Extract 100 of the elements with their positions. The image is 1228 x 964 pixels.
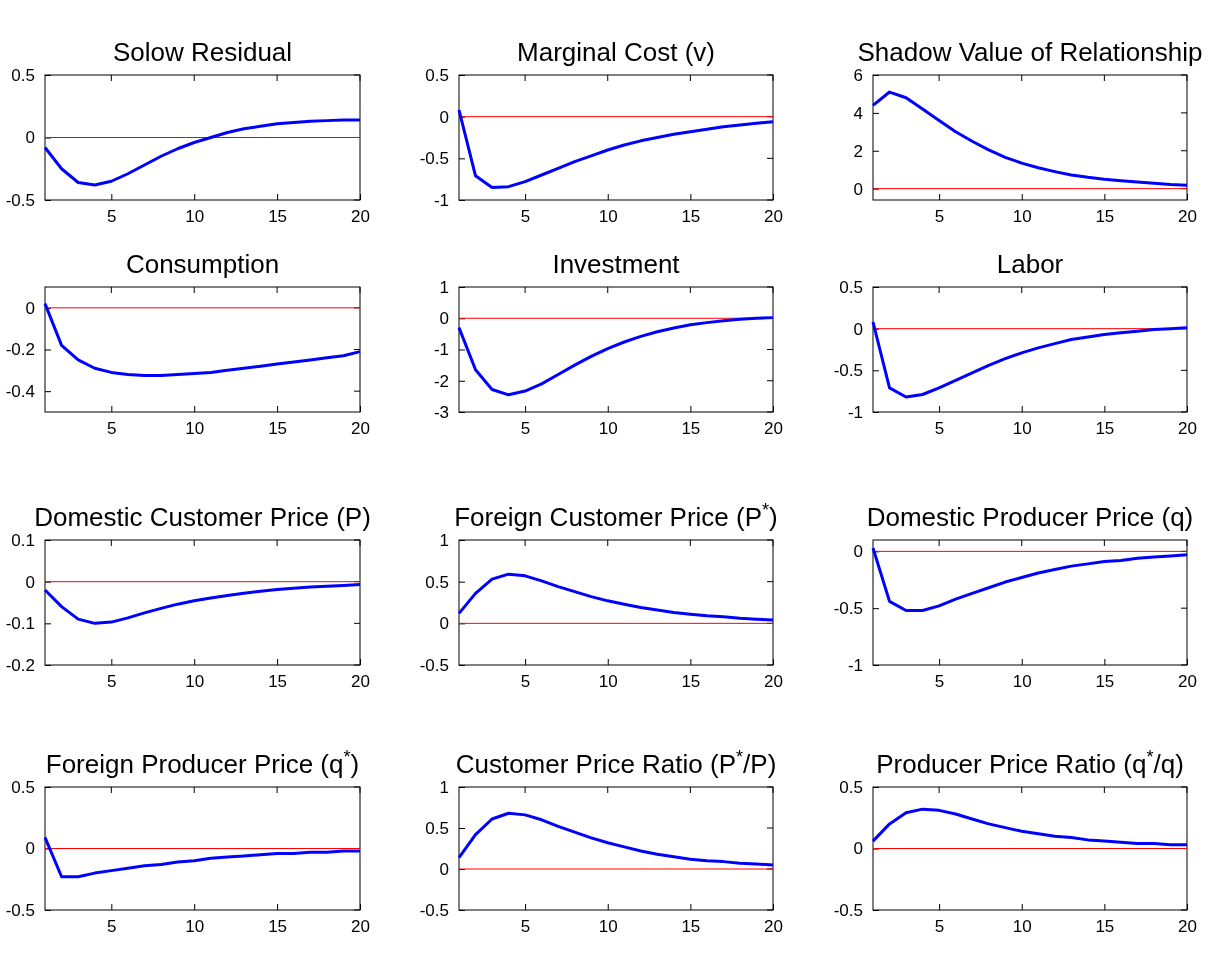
x-tick-label: 15 xyxy=(681,419,701,439)
chart-title: Customer Price Ratio (P$^{*}$/P) xyxy=(455,747,777,779)
x-tick-label: 15 xyxy=(1095,207,1115,227)
y-tick-label: -0.5 xyxy=(419,149,449,169)
y-tick-label: 0 xyxy=(439,309,449,329)
y-tick-label: -0.2 xyxy=(5,655,35,675)
x-tick-label: 5 xyxy=(107,672,117,692)
chart-title: Domestic Producer Price (q) xyxy=(866,502,1194,532)
y-tick-label: 0.5 xyxy=(839,777,863,797)
chart-title: Solow Residual xyxy=(112,37,293,67)
x-tick-label: 10 xyxy=(1012,207,1032,227)
y-tick-label: 0 xyxy=(25,298,35,318)
x-tick-label: 10 xyxy=(1012,419,1032,439)
x-tick-label: 20 xyxy=(764,917,783,937)
y-tick-label: 2 xyxy=(853,141,863,161)
line-series xyxy=(457,108,775,189)
x-tick-label: 10 xyxy=(185,917,205,937)
y-tick-label: -2 xyxy=(433,371,449,391)
x-tick-label: 5 xyxy=(107,917,117,937)
x-tick-label: 15 xyxy=(681,917,701,937)
chart-title: Foreign Producer Price (q$^{*}$) xyxy=(45,747,360,779)
y-tick-label: 1 xyxy=(439,277,449,297)
x-tick-label: 15 xyxy=(1095,672,1115,692)
y-tick-label: 1 xyxy=(439,777,449,797)
x-tick-label: 15 xyxy=(1095,917,1115,937)
x-tick-label: 5 xyxy=(934,672,945,692)
line-series xyxy=(43,118,362,187)
y-tick-label: -0.5 xyxy=(833,599,863,619)
chart-title: Producer Price Ratio (q$^{*}$/q) xyxy=(876,747,1184,779)
y-tick-label: 0 xyxy=(853,179,863,199)
x-tick-label: 20 xyxy=(351,207,370,227)
y-tick-label: -0.5 xyxy=(419,655,449,675)
x-tick-label: 5 xyxy=(934,419,945,439)
x-tick-label: 5 xyxy=(520,419,531,439)
x-tick-label: 20 xyxy=(1178,672,1197,692)
y-tick-label: 0.1 xyxy=(11,530,35,550)
y-tick-label: 1 xyxy=(439,530,449,550)
chart-title: Shadow Value of Relationship xyxy=(857,37,1203,67)
x-tick-label: 15 xyxy=(1095,419,1115,439)
y-tick-label: -0.5 xyxy=(5,190,35,210)
x-tick-label: 15 xyxy=(681,207,701,227)
x-tick-label: 20 xyxy=(764,672,783,692)
x-tick-label: 5 xyxy=(520,672,531,692)
x-tick-label: 5 xyxy=(520,207,531,227)
line-series xyxy=(43,583,362,625)
x-tick-label: 5 xyxy=(520,917,531,937)
y-tick-label: 0 xyxy=(25,839,35,859)
x-tick-label: 10 xyxy=(598,672,618,692)
x-tick-label: 15 xyxy=(268,419,288,439)
y-tick-label: 0.5 xyxy=(425,65,449,85)
chart-title: Domestic Customer Price (P) xyxy=(34,502,371,532)
x-tick-label: 5 xyxy=(934,207,945,227)
line-series xyxy=(43,835,362,879)
x-tick-label: 20 xyxy=(351,672,370,692)
y-tick-label: 0 xyxy=(853,319,863,339)
y-tick-label: -1 xyxy=(433,190,449,210)
x-tick-label: 10 xyxy=(185,207,205,227)
chart-title: Foreign Customer Price (P$^{*}$) xyxy=(454,500,778,532)
y-tick-label: -0.5 xyxy=(419,900,449,920)
y-tick-label: 0 xyxy=(439,107,449,127)
x-tick-label: 10 xyxy=(598,419,618,439)
line-series xyxy=(871,90,1189,187)
x-tick-label: 15 xyxy=(681,672,701,692)
y-tick-label: -0.4 xyxy=(5,382,35,402)
x-tick-label: 15 xyxy=(268,672,288,692)
y-tick-label: 0 xyxy=(25,128,35,148)
y-tick-label: 0.5 xyxy=(11,65,35,85)
chart-title: Labor xyxy=(996,249,1064,279)
x-tick-label: 20 xyxy=(351,917,370,937)
x-tick-label: 5 xyxy=(107,207,117,227)
line-series xyxy=(457,811,775,867)
x-tick-label: 20 xyxy=(1178,207,1197,227)
y-tick-label: 0.5 xyxy=(425,818,449,838)
y-tick-label: 0.5 xyxy=(839,277,863,297)
x-tick-label: 20 xyxy=(764,207,783,227)
y-tick-label: 0 xyxy=(25,572,35,592)
y-tick-label: 6 xyxy=(853,65,863,85)
y-tick-label: 4 xyxy=(853,103,863,123)
chart-title: Consumption xyxy=(125,249,280,279)
line-series xyxy=(43,302,362,378)
line-series xyxy=(457,316,775,397)
x-tick-label: 15 xyxy=(268,207,288,227)
y-tick-label: 0.5 xyxy=(425,572,449,592)
y-tick-label: -0.5 xyxy=(5,900,35,920)
x-tick-label: 10 xyxy=(598,917,618,937)
y-tick-label: 0 xyxy=(439,859,449,879)
y-tick-label: -1 xyxy=(847,655,863,675)
chart-title: Marginal Cost (v) xyxy=(517,37,715,67)
y-tick-label: -3 xyxy=(433,402,449,422)
x-tick-label: 5 xyxy=(934,917,945,937)
y-tick-label: 0.5 xyxy=(11,777,35,797)
x-tick-label: 5 xyxy=(107,419,117,439)
x-tick-label: 15 xyxy=(268,917,288,937)
x-tick-label: 10 xyxy=(598,207,618,227)
x-tick-label: 20 xyxy=(1178,419,1197,439)
x-tick-label: 10 xyxy=(185,672,205,692)
y-tick-label: 0 xyxy=(853,542,863,562)
y-tick-label: 0 xyxy=(853,839,863,859)
x-tick-label: 20 xyxy=(351,419,370,439)
y-tick-label: -0.5 xyxy=(833,900,863,920)
